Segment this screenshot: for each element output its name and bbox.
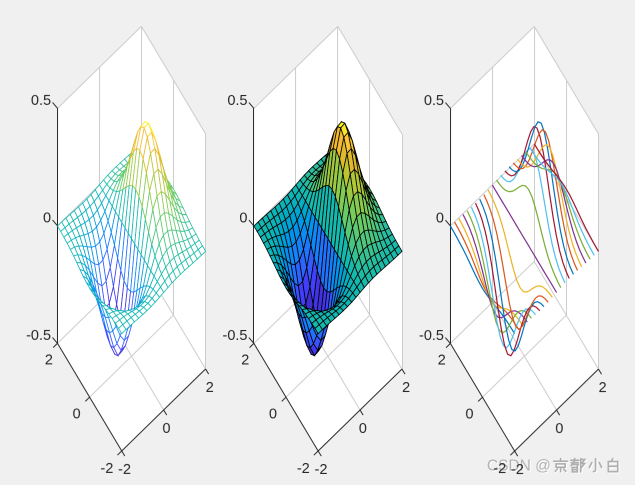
svg-text:0: 0 (269, 407, 277, 423)
svg-text:-0.5: -0.5 (26, 328, 51, 344)
svg-text:-2: -2 (118, 462, 131, 478)
svg-text:-2: -2 (100, 461, 113, 477)
svg-text:2: 2 (45, 352, 53, 368)
svg-text:0.5: 0.5 (31, 93, 51, 109)
svg-text:-2: -2 (493, 461, 506, 477)
svg-text:0.5: 0.5 (227, 93, 247, 109)
svg-text:2: 2 (402, 380, 410, 396)
svg-text:CSDN @: CSDN @ (488, 459, 552, 476)
svg-text:0.5: 0.5 (424, 93, 444, 109)
svg-text:0: 0 (43, 211, 51, 227)
svg-text:-0.5: -0.5 (419, 328, 444, 344)
svg-text:0: 0 (359, 421, 367, 437)
svg-text:CSDN @: CSDN @ (487, 458, 551, 475)
svg-text:-2: -2 (315, 462, 328, 478)
svg-text:0: 0 (162, 421, 170, 437)
svg-text:2: 2 (206, 380, 214, 396)
svg-text:2: 2 (438, 352, 446, 368)
svg-text:0: 0 (465, 407, 473, 423)
svg-text:0: 0 (555, 421, 563, 437)
svg-text:-2: -2 (511, 462, 524, 478)
svg-text:2: 2 (241, 352, 249, 368)
svg-text:0: 0 (436, 211, 444, 227)
svg-text:-2: -2 (297, 461, 310, 477)
svg-text:2: 2 (599, 380, 607, 396)
svg-text:0: 0 (239, 211, 247, 227)
svg-text:-0.5: -0.5 (222, 328, 247, 344)
svg-text:0: 0 (73, 407, 81, 423)
